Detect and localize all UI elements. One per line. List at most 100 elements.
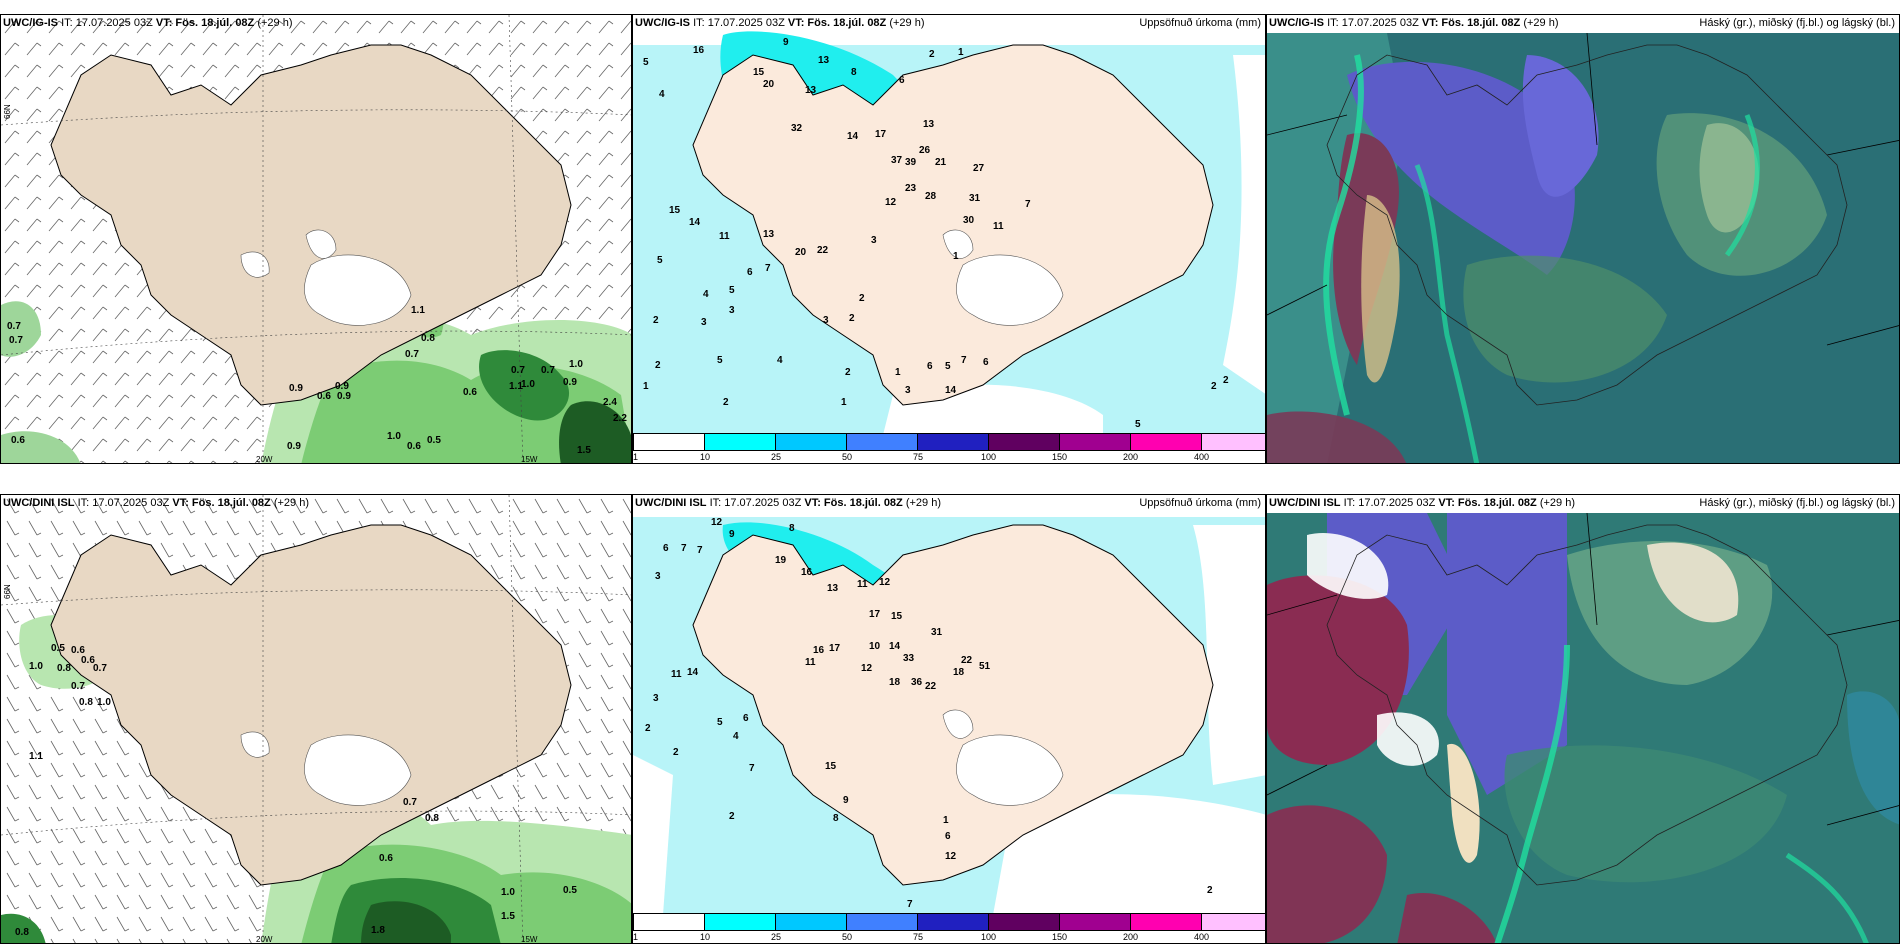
value-label: 7	[765, 263, 771, 274]
lon-label-15w: 15W	[521, 935, 538, 944]
value-label: 0.8	[57, 663, 71, 674]
value-label: 12	[861, 663, 873, 674]
panel-subtitle: Uppsöfnuð úrkoma (mm)	[1139, 17, 1261, 29]
value-label: 1.1	[509, 381, 523, 392]
value-label: 13	[805, 85, 817, 96]
panel-subtitle: Uppsöfnuð úrkoma (mm)	[1139, 497, 1261, 509]
value-label: 51	[979, 661, 991, 672]
value-label: 26	[919, 145, 931, 156]
value-label: 1.5	[577, 445, 591, 456]
value-label: 2	[859, 293, 865, 304]
value-label: 13	[923, 119, 935, 130]
value-label: 1	[953, 251, 959, 262]
value-label: 0.7	[71, 681, 85, 692]
value-label: 10	[869, 641, 881, 652]
iceland-outline	[1326, 524, 1848, 886]
map-canvas	[1267, 32, 1899, 463]
value-label: 15	[891, 611, 903, 622]
value-label: 19	[775, 555, 787, 566]
map-panel-r2c2: UWC/DINI ISL IT: 17.07.2025 03Z VT: Fös.…	[632, 494, 1266, 944]
value-label: 9	[783, 37, 789, 48]
value-label: 0.6	[463, 387, 477, 398]
value-label: 36	[911, 677, 923, 688]
iceland-land	[50, 524, 572, 886]
panel-subtitle: Háský (gr.), miðský (fj.bl.) og lágský (…	[1699, 17, 1895, 29]
panel-title: UWC/DINI ISL IT: 17.07.2025 03Z VT: Fös.…	[3, 497, 310, 509]
value-label: 0.8	[79, 697, 93, 708]
value-label: 22	[925, 681, 937, 692]
value-label: 2	[655, 360, 661, 371]
value-label: 11	[993, 221, 1004, 232]
map-canvas	[1267, 512, 1899, 943]
value-label: 1.8	[371, 925, 385, 936]
value-label: 2	[929, 49, 935, 60]
value-label: 15	[669, 205, 681, 216]
value-label: 7	[697, 545, 703, 556]
value-label: 12	[885, 197, 897, 208]
value-label: 0.7	[9, 335, 23, 346]
value-label: 1.0	[501, 887, 515, 898]
value-label: 15	[825, 761, 837, 772]
value-label: 0.6	[317, 391, 331, 402]
panel-title: UWC/DINI ISL IT: 17.07.2025 03Z VT: Fös.…	[1269, 497, 1576, 509]
value-label: 23	[905, 183, 917, 194]
value-label: 11	[805, 657, 816, 668]
map-canvas	[633, 15, 1265, 435]
value-label: 0.8	[421, 333, 435, 344]
panel-subtitle: Háský (gr.), miðský (fj.bl.) og lágský (…	[1699, 497, 1895, 509]
value-label: 0.7	[541, 365, 555, 376]
value-label: 8	[851, 67, 857, 78]
value-label: 22	[817, 245, 829, 256]
value-label: 2	[673, 747, 679, 758]
value-label: 0.5	[51, 643, 65, 654]
value-label: 1	[895, 367, 901, 378]
map-canvas	[1, 495, 631, 943]
value-label: 2	[653, 315, 659, 326]
value-label: 1.0	[569, 359, 583, 370]
value-label: 1.0	[97, 697, 111, 708]
value-label: 31	[969, 193, 981, 204]
value-label: 18	[889, 677, 901, 688]
value-label: 7	[681, 543, 687, 554]
value-label: 14	[889, 641, 901, 652]
value-label: 0.9	[289, 383, 303, 394]
value-label: 4	[703, 289, 709, 300]
value-label: 4	[659, 89, 665, 100]
value-label: 22	[961, 655, 973, 666]
value-label: 3	[729, 305, 735, 316]
iceland-outline	[1326, 44, 1848, 406]
value-label: 18	[953, 667, 965, 678]
value-label: 1.5	[501, 911, 515, 922]
map-canvas	[633, 495, 1265, 915]
value-label: 2	[1223, 375, 1229, 386]
map-panel-r2c1: UWC/DINI ISL IT: 17.07.2025 03Z VT: Fös.…	[0, 494, 632, 944]
value-label: 6	[743, 713, 749, 724]
value-label: 11	[857, 579, 868, 590]
value-label: 0.7	[403, 797, 417, 808]
value-label: 0.7	[405, 349, 419, 360]
panel-title: UWC/IG-IS IT: 17.07.2025 03Z VT: Fös. 18…	[635, 17, 925, 29]
value-label: 1.0	[387, 431, 401, 442]
iceland-land	[692, 524, 1214, 886]
value-label: 2	[729, 811, 735, 822]
value-label: 37	[891, 155, 903, 166]
value-label: 2	[723, 397, 729, 408]
value-label: 5	[717, 355, 723, 366]
value-label: 3	[655, 571, 661, 582]
panel-title: UWC/IG-IS IT: 17.07.2025 03Z VT: Fös. 18…	[1269, 17, 1559, 29]
value-label: 17	[875, 129, 887, 140]
map-panel-r1c1: UWC/IG-IS IT: 17.07.2025 03Z VT: Fös. 18…	[0, 14, 632, 464]
value-label: 1	[958, 47, 964, 58]
value-label: 9	[843, 795, 849, 806]
value-label: 17	[829, 643, 841, 654]
lat-label-66n: 66N	[3, 104, 12, 119]
value-label: 20	[763, 79, 775, 90]
lon-label-20w: 20W	[256, 455, 273, 464]
value-label: 1	[643, 381, 649, 392]
value-label: 2	[645, 723, 651, 734]
value-label: 5	[643, 57, 649, 68]
value-label: 8	[833, 813, 839, 824]
value-label: 3	[871, 235, 877, 246]
value-label: 3	[701, 317, 707, 328]
iceland-land	[50, 44, 572, 406]
